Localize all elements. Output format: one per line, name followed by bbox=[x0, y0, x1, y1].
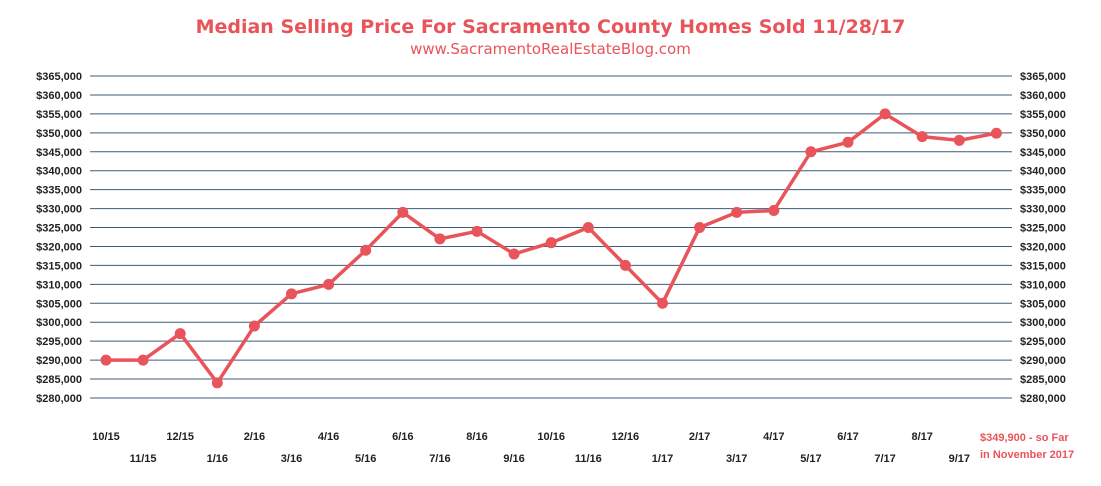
y-tick-label-left: $295,000 bbox=[36, 336, 82, 348]
y-tick-label-left: $310,000 bbox=[36, 279, 82, 291]
data-point bbox=[360, 244, 372, 256]
y-tick-label-left: $340,000 bbox=[36, 166, 82, 178]
data-point bbox=[990, 127, 1002, 139]
y-tick-label-right: $305,000 bbox=[1020, 298, 1066, 310]
y-tick-label-left: $335,000 bbox=[36, 185, 82, 197]
y-tick-label-right: $335,000 bbox=[1020, 185, 1066, 197]
x-tick-label: 2/16 bbox=[244, 431, 265, 443]
data-point bbox=[694, 222, 706, 234]
y-tick-label-left: $355,000 bbox=[36, 109, 82, 121]
y-tick-label-left: $345,000 bbox=[36, 147, 82, 159]
y-tick-label-left: $280,000 bbox=[36, 393, 82, 405]
y-tick-label-right: $290,000 bbox=[1020, 355, 1066, 367]
y-tick-label-right: $340,000 bbox=[1020, 166, 1066, 178]
x-tick-label: 2/17 bbox=[689, 431, 710, 443]
data-point bbox=[286, 288, 297, 300]
data-point bbox=[471, 225, 483, 237]
y-tick-label-right: $285,000 bbox=[1020, 374, 1066, 386]
x-tick-label: 7/16 bbox=[429, 453, 450, 465]
x-tick-label: 10/15 bbox=[92, 431, 120, 443]
y-tick-label-right: $350,000 bbox=[1020, 128, 1066, 140]
y-tick-label-right: $295,000 bbox=[1020, 336, 1066, 348]
data-point bbox=[805, 146, 817, 158]
note-line-1: $349,900 - so Far bbox=[980, 432, 1069, 444]
data-point bbox=[434, 233, 446, 245]
data-point bbox=[731, 206, 743, 218]
data-point bbox=[619, 259, 631, 271]
x-tick-label: 10/16 bbox=[537, 431, 565, 443]
x-tick-label: 12/16 bbox=[612, 431, 640, 443]
y-axis-left: $365,000 $360,000 $355,000 $350,000 $345,000… bbox=[36, 71, 82, 405]
x-axis: 10/15 11/15 12/15 1/16 2/16 3/16 4/16 5/16 6/16 7… bbox=[92, 431, 970, 465]
y-tick-label-left: $305,000 bbox=[36, 298, 82, 310]
chart-title: Median Selling Price For Sacramento Coun… bbox=[195, 16, 906, 38]
y-tick-label-right: $300,000 bbox=[1020, 317, 1066, 329]
x-tick-label: 8/17 bbox=[911, 431, 932, 443]
x-tick-label: 7/17 bbox=[874, 453, 895, 465]
data-point bbox=[582, 222, 594, 234]
y-tick-label-right: $365,000 bbox=[1020, 71, 1066, 83]
y-tick-label-right: $345,000 bbox=[1020, 147, 1066, 159]
data-point bbox=[174, 328, 186, 340]
y-axis-right: $365,000 $360,000 $355,000 $350,000 $345,000… bbox=[1020, 71, 1066, 405]
x-tick-label: 5/16 bbox=[355, 453, 376, 465]
y-tick-label-right: $315,000 bbox=[1020, 260, 1066, 272]
y-tick-label-right: $330,000 bbox=[1020, 204, 1066, 216]
chart-subtitle: www.SacramentoRealEstateBlog.com bbox=[410, 40, 691, 58]
x-tick-label: 4/17 bbox=[763, 431, 784, 443]
data-points bbox=[100, 108, 1002, 389]
data-point bbox=[953, 134, 965, 146]
data-point bbox=[248, 320, 260, 332]
y-tick-label-left: $315,000 bbox=[36, 260, 82, 272]
x-tick-label: 6/17 bbox=[837, 431, 858, 443]
y-tick-label-left: $330,000 bbox=[36, 204, 82, 216]
series-line bbox=[106, 112, 997, 385]
y-tick-label-right: $280,000 bbox=[1020, 393, 1066, 405]
data-point bbox=[657, 297, 668, 309]
data-point bbox=[916, 131, 928, 143]
y-tick-label-right: $320,000 bbox=[1020, 241, 1066, 253]
y-tick-label-left: $360,000 bbox=[36, 90, 82, 102]
y-tick-label-left: $320,000 bbox=[36, 241, 82, 253]
data-point bbox=[211, 377, 223, 389]
current-month-note: $349,900 - so Far in November 2017 bbox=[980, 430, 1095, 464]
data-point bbox=[323, 278, 335, 290]
x-tick-label: 3/16 bbox=[281, 453, 302, 465]
x-tick-label: 4/16 bbox=[318, 431, 339, 443]
x-tick-label: 9/17 bbox=[949, 453, 970, 465]
x-tick-label: 11/15 bbox=[130, 453, 157, 465]
y-tick-label-left: $325,000 bbox=[36, 223, 82, 235]
note-line-2: in November 2017 bbox=[980, 449, 1075, 461]
data-point bbox=[397, 206, 409, 218]
y-tick-label-left: $285,000 bbox=[36, 374, 82, 386]
y-tick-label-right: $360,000 bbox=[1020, 90, 1066, 102]
y-tick-label-right: $355,000 bbox=[1020, 109, 1066, 121]
data-point bbox=[545, 237, 557, 249]
x-tick-label: 5/17 bbox=[800, 453, 821, 465]
y-tick-label-left: $350,000 bbox=[36, 128, 82, 140]
data-point bbox=[137, 354, 149, 366]
data-point bbox=[879, 108, 891, 120]
x-tick-label: 8/16 bbox=[466, 431, 487, 443]
data-point bbox=[100, 354, 112, 366]
x-tick-label: 6/16 bbox=[392, 431, 413, 443]
data-point bbox=[768, 204, 780, 216]
data-point bbox=[842, 136, 854, 148]
x-tick-label: 12/15 bbox=[166, 431, 194, 443]
series-polyline bbox=[106, 112, 997, 385]
y-tick-label-right: $310,000 bbox=[1020, 279, 1066, 291]
x-tick-label: 9/16 bbox=[503, 453, 524, 465]
y-tick-label-right: $325,000 bbox=[1020, 223, 1066, 235]
y-tick-label-left: $290,000 bbox=[36, 355, 82, 367]
data-point bbox=[508, 248, 520, 260]
x-tick-label: 11/16 bbox=[575, 453, 602, 465]
y-tick-label-left: $365,000 bbox=[36, 71, 82, 83]
y-tick-label-left: $300,000 bbox=[36, 317, 82, 329]
x-tick-label: 1/17 bbox=[652, 453, 673, 465]
x-tick-label: 1/16 bbox=[207, 453, 228, 465]
x-tick-label: 3/17 bbox=[726, 453, 747, 465]
